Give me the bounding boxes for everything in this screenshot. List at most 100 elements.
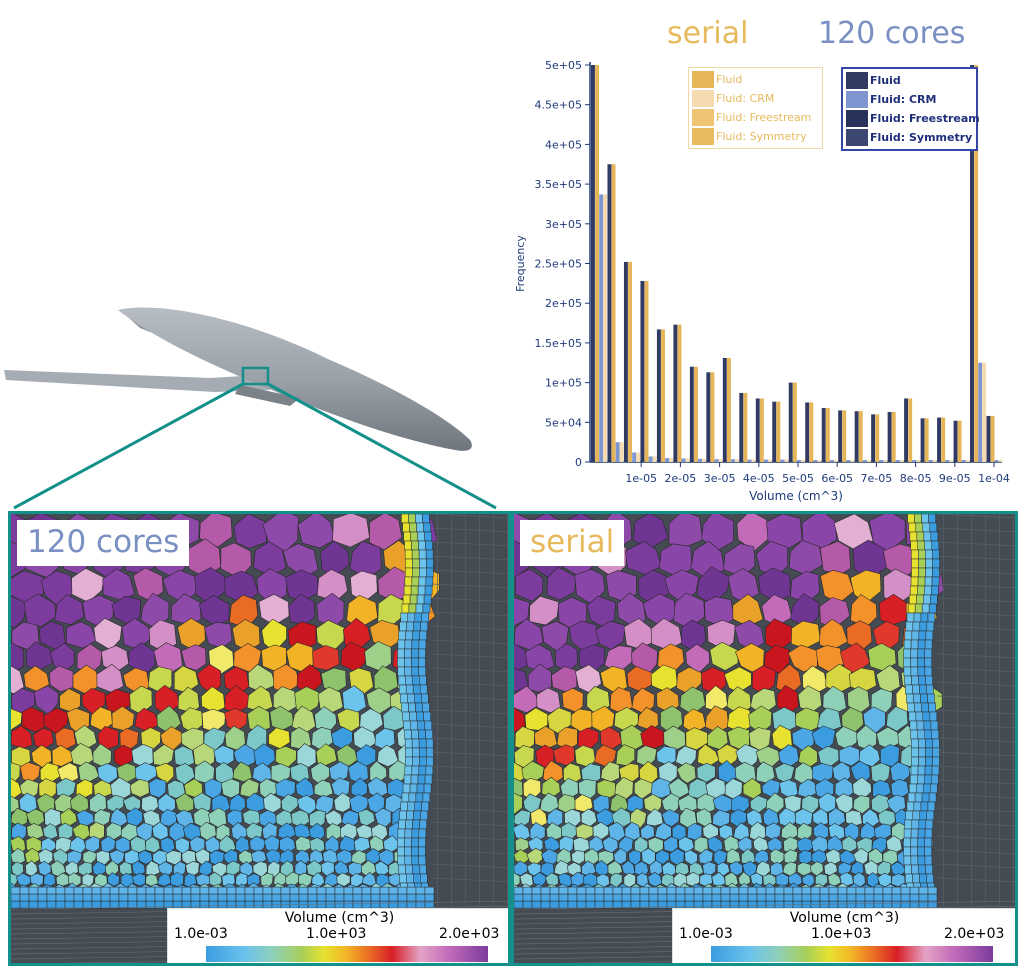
bar	[640, 280, 645, 462]
bar	[648, 456, 653, 462]
bar	[953, 420, 958, 462]
legend-entry: Fluid	[846, 71, 976, 90]
bar	[784, 459, 789, 462]
x-tick-label: 9e-05	[939, 472, 971, 485]
near-wing	[4, 370, 270, 392]
mesh-cells	[11, 514, 440, 909]
bar	[755, 398, 760, 462]
x-tick-label: 4e-05	[743, 472, 775, 485]
bar	[776, 401, 781, 462]
bar	[702, 458, 706, 462]
bar	[726, 357, 731, 462]
bar	[735, 459, 739, 462]
colorbar-mid: 1.0e+03	[811, 926, 872, 942]
bar	[895, 460, 900, 462]
bar	[990, 415, 995, 462]
colorbar-max: 2.0e+03	[439, 926, 500, 942]
legend-swatch	[692, 109, 714, 126]
y-axis-label: Frequency	[514, 235, 527, 292]
legend-label: Fluid	[716, 73, 743, 86]
cores-legend: Fluid Fluid: CRM Fluid: Freestream Fluid: S…	[841, 67, 980, 151]
x-tick-label: 3e-05	[704, 472, 736, 485]
bar	[595, 65, 600, 462]
bar	[998, 460, 1003, 462]
cores-header: 120 cores	[818, 16, 966, 51]
bar	[788, 382, 793, 462]
legend-label: Fluid: Freestream	[870, 112, 980, 125]
bar	[772, 401, 777, 462]
bar	[970, 65, 974, 462]
bar	[858, 411, 863, 462]
bar	[722, 357, 727, 462]
bar	[908, 398, 913, 462]
bar	[780, 459, 785, 462]
bar	[656, 329, 661, 462]
legend-swatch	[692, 90, 714, 107]
bar	[681, 458, 686, 462]
bar	[986, 415, 991, 462]
bar	[603, 194, 608, 462]
bar	[920, 418, 925, 462]
bar	[689, 366, 694, 462]
panel-label-serial: serial	[520, 520, 625, 566]
bar	[615, 442, 620, 462]
bar	[591, 65, 595, 462]
colorbar-serial: Volume (cm^3) 1.0e-03 1.0e+03 2.0e+03	[672, 908, 1015, 963]
wall-grid	[937, 514, 1015, 908]
x-tick-label: 8e-05	[900, 472, 932, 485]
bar	[805, 402, 810, 462]
bar	[924, 418, 929, 462]
bar	[974, 65, 979, 462]
x-tick-label: 7e-05	[861, 472, 893, 485]
bar	[879, 460, 884, 462]
bar	[817, 460, 822, 462]
bar	[673, 324, 678, 462]
serial-legend: Fluid Fluid: CRM Fluid: Freestream Fluid: S…	[688, 67, 823, 149]
bar	[792, 382, 797, 462]
bar	[928, 460, 933, 462]
bar	[743, 392, 748, 462]
bar	[945, 460, 950, 462]
bar	[607, 164, 612, 462]
y-tick-label: 0	[575, 456, 582, 469]
bar	[800, 460, 805, 462]
y-tick-label: 2.5e+05	[535, 258, 582, 271]
legend-label: Fluid: CRM	[870, 93, 937, 106]
bar	[698, 458, 703, 462]
bar	[978, 362, 983, 462]
bar	[916, 460, 921, 462]
colorbar-min: 1.0e-03	[174, 926, 228, 942]
legend-entry: Fluid: Symmetry	[846, 128, 976, 147]
legend-entry: Fluid: Freestream	[692, 108, 822, 127]
mesh-panel-cores: 120 cores Volume (cm^3) 1.0e-03 1.0e+03 …	[8, 511, 511, 966]
bar	[661, 329, 665, 462]
bar	[813, 460, 818, 462]
colorbar-cores: Volume (cm^3) 1.0e-03 1.0e+03 2.0e+03	[167, 908, 508, 963]
legend-label: Fluid: Symmetry	[870, 131, 973, 144]
colorbar-min: 1.0e-03	[679, 926, 733, 942]
bar	[937, 417, 942, 462]
bar	[665, 458, 670, 462]
bar	[854, 411, 859, 462]
y-tick-label: 2e+05	[545, 297, 582, 310]
legend-entry: Fluid: Freestream	[846, 109, 980, 128]
tail-wing	[235, 385, 300, 406]
mesh-cells	[514, 514, 945, 909]
y-tick-label: 5e+04	[545, 416, 582, 429]
bar	[949, 460, 954, 462]
bar	[628, 261, 633, 462]
bar	[669, 458, 674, 462]
y-tick-label: 5e+05	[545, 59, 582, 72]
bar	[611, 164, 616, 462]
y-tick-label: 1e+05	[545, 377, 582, 390]
bar	[759, 398, 764, 462]
bar	[842, 410, 847, 462]
legend-label: Fluid: Symmetry	[716, 130, 807, 143]
bar	[599, 194, 604, 462]
bar	[632, 452, 637, 462]
bar	[677, 324, 682, 462]
y-tick-label: 1.5e+05	[535, 337, 582, 350]
bar	[797, 460, 801, 462]
mesh-view-serial	[514, 514, 1015, 963]
y-tick-label: 3.5e+05	[535, 178, 582, 191]
